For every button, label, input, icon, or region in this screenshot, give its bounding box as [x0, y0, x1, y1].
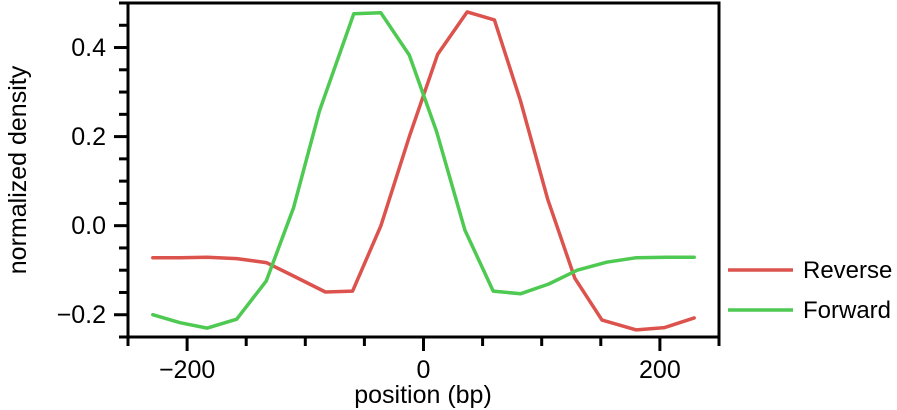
legend-label-forward: Forward: [803, 297, 891, 324]
plot-border: [126, 1, 721, 339]
y-tick-label: 0.4: [71, 34, 106, 62]
plot-frame: [126, 1, 721, 339]
legend-item-reverse: Reverse: [728, 257, 892, 284]
x-tick-label: −200: [159, 356, 215, 384]
x-tick-label: 200: [639, 356, 681, 384]
series-line-reverse: [151, 10, 696, 332]
y-axis-ticks: 0.4 0.2 0.0 −0.2: [57, 1, 128, 339]
legend: Reverse Forward: [728, 257, 892, 324]
y-tick-label: 0.0: [71, 212, 106, 240]
legend-item-forward: Forward: [728, 297, 891, 324]
y-tick-label: 0.2: [71, 123, 106, 151]
x-axis-ticks: −200 0 200: [126, 337, 721, 384]
y-axis-title: normalized density: [4, 65, 32, 274]
legend-label-reverse: Reverse: [803, 257, 892, 284]
series-line-forward: [151, 11, 696, 330]
y-tick-label: −0.2: [57, 301, 106, 329]
x-axis-title: position (bp): [354, 381, 492, 409]
x-tick-label: 0: [417, 356, 431, 384]
series-lines: [151, 10, 696, 332]
